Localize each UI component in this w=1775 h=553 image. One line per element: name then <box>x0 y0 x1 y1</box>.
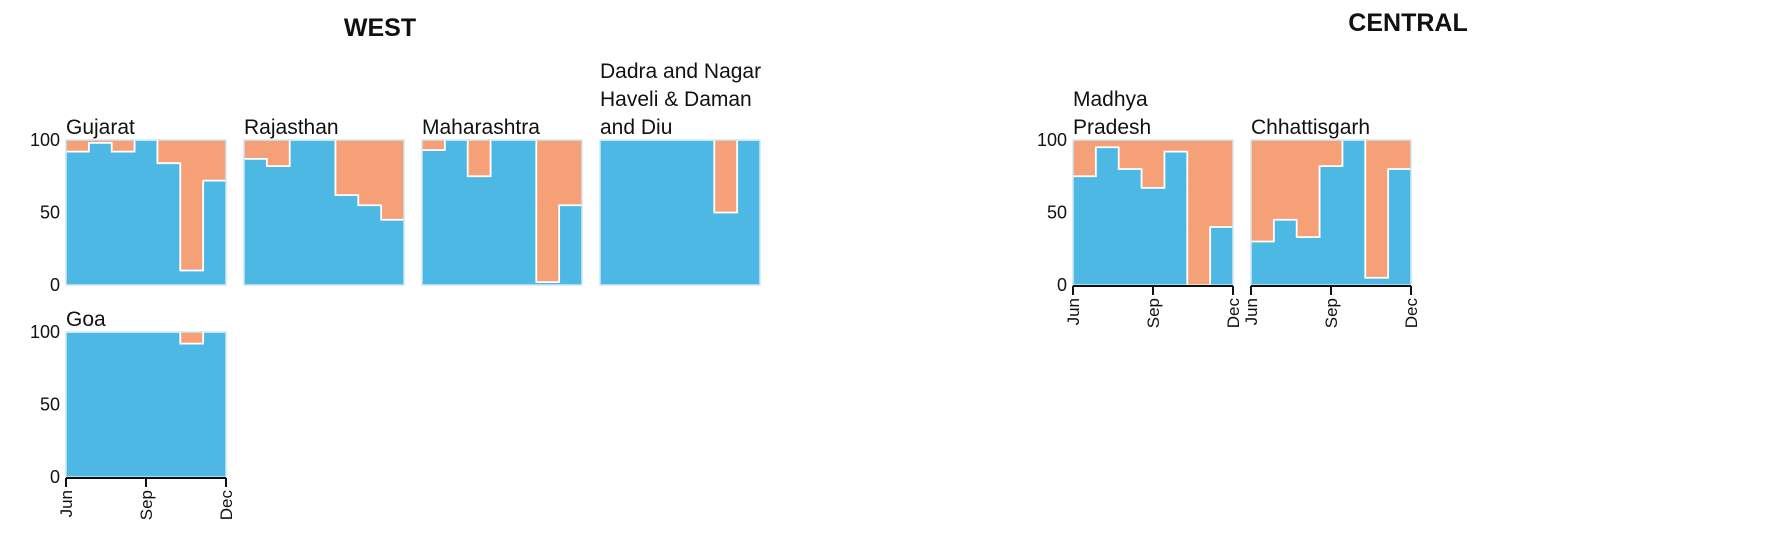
panel-madhya-pradesh: Madhya Pradesh 0 50 100 Jun Sep Dec <box>1037 88 1243 328</box>
lower-bar-dec <box>737 140 761 285</box>
lower-bar-sep <box>312 140 336 285</box>
y-tick-label: 0 <box>50 467 60 487</box>
lower-bar-oct <box>691 140 715 285</box>
lower-bar-nov <box>358 205 382 285</box>
x-tick-label: Dec <box>1402 298 1421 329</box>
lower-bar-jul <box>1273 219 1298 285</box>
state-label: Haveli & Daman <box>600 88 752 111</box>
lower-bar-nov <box>714 212 738 285</box>
lower-bar-jul <box>266 166 291 285</box>
lower-bar-aug <box>111 151 136 285</box>
lower-bar-sep <box>1141 187 1165 285</box>
lower-bar-aug <box>289 140 314 285</box>
y-tick-label: 100 <box>1037 130 1067 150</box>
x-tick-label: Dec <box>217 490 236 521</box>
lower-bar-sep <box>490 140 514 285</box>
lower-bar-sep <box>1319 166 1343 285</box>
lower-bar-jun <box>66 332 90 477</box>
lower-bar-dec <box>1210 227 1234 285</box>
panel-chhattisgarh: Chhattisgarh Jun Sep Dec <box>1242 116 1421 328</box>
lower-bar-dec <box>381 219 405 285</box>
lower-bar-dec <box>203 180 227 285</box>
panel-frame <box>243 139 405 286</box>
panel-dadra-and-nagar-haveli-daman-and-diu: Dadra and Nagar Haveli & Daman and Diu <box>599 60 761 286</box>
state-label: and Diu <box>600 116 672 139</box>
lower-bar-oct <box>1164 151 1188 285</box>
lower-bar-dec <box>559 205 583 285</box>
panel-frame <box>599 139 761 286</box>
lower-bar-dec <box>1388 169 1412 285</box>
lower-bar-jul <box>1095 147 1120 285</box>
lower-bar-jun <box>600 140 624 285</box>
panel-rajasthan: Rajasthan <box>243 116 405 286</box>
lower-bar-sep <box>668 140 692 285</box>
lower-bar-jul <box>622 140 647 285</box>
lower-bar-oct <box>1342 140 1366 285</box>
state-label: Dadra and Nagar <box>600 60 761 83</box>
state-label: Chhattisgarh <box>1251 116 1370 139</box>
lower-bar-jun <box>1073 176 1097 285</box>
lower-bar-jul <box>88 142 113 285</box>
lower-bar-aug <box>111 332 136 477</box>
y-tick-label: 0 <box>1057 275 1067 295</box>
lower-bar-aug <box>467 176 492 285</box>
lower-bar-oct <box>157 332 181 477</box>
region-title: CENTRAL <box>1348 9 1467 37</box>
panel-goa: Goa 0 50 100 Jun Sep Dec <box>30 308 236 520</box>
panel-maharashtra: Maharashtra <box>421 116 583 286</box>
x-tick-label: Sep <box>137 490 156 520</box>
y-tick-label: 0 <box>50 275 60 295</box>
state-label: Pradesh <box>1073 116 1151 139</box>
x-tick-label: Dec <box>1224 298 1243 329</box>
lower-bar-jun <box>422 150 446 285</box>
x-tick-label: Sep <box>1144 298 1163 328</box>
lower-bar-nov <box>536 282 560 285</box>
state-label: Gujarat <box>66 116 135 139</box>
lower-bar-nov <box>180 270 204 285</box>
lower-bar-sep <box>134 332 158 477</box>
lower-bar-nov <box>180 343 204 477</box>
state-label: Madhya <box>1073 88 1148 111</box>
panel-gujarat: Gujarat 0 50 100 <box>30 116 227 295</box>
state-label: Goa <box>66 308 106 331</box>
lower-bar-dec <box>203 332 227 477</box>
lower-bar-oct <box>157 163 181 285</box>
x-tick-label: Jun <box>1064 298 1083 325</box>
lower-bar-jul <box>444 140 469 285</box>
panel-frame <box>65 139 227 286</box>
lower-bar-nov <box>1365 277 1389 285</box>
y-tick-label: 50 <box>40 395 60 415</box>
region-title: WEST <box>344 14 416 42</box>
lower-bar-jun <box>66 151 90 285</box>
region-0: WEST Gujarat 0 50 100 Rajasthan Maharashtra Dad… <box>30 14 761 520</box>
lower-bar-oct <box>335 195 359 285</box>
y-tick-label: 100 <box>30 322 60 342</box>
lower-bar-jun <box>1251 241 1275 285</box>
panel-frame <box>421 139 583 286</box>
lower-bar-aug <box>1296 237 1321 285</box>
y-tick-label: 50 <box>1047 203 1067 223</box>
lower-bar-jul <box>88 332 113 477</box>
x-tick-label: Sep <box>1322 298 1341 328</box>
lower-bar-aug <box>1118 169 1143 285</box>
x-tick-label: Jun <box>57 490 76 517</box>
lower-bar-aug <box>645 140 670 285</box>
state-label: Rajasthan <box>244 116 339 139</box>
y-tick-label: 100 <box>30 130 60 150</box>
lower-bar-jun <box>244 158 268 285</box>
y-tick-label: 50 <box>40 203 60 223</box>
lower-bar-oct <box>513 140 537 285</box>
x-tick-label: Jun <box>1242 298 1261 325</box>
state-label: Maharashtra <box>422 116 540 139</box>
lower-bar-sep <box>134 140 158 285</box>
step-line <box>1251 139 1411 279</box>
